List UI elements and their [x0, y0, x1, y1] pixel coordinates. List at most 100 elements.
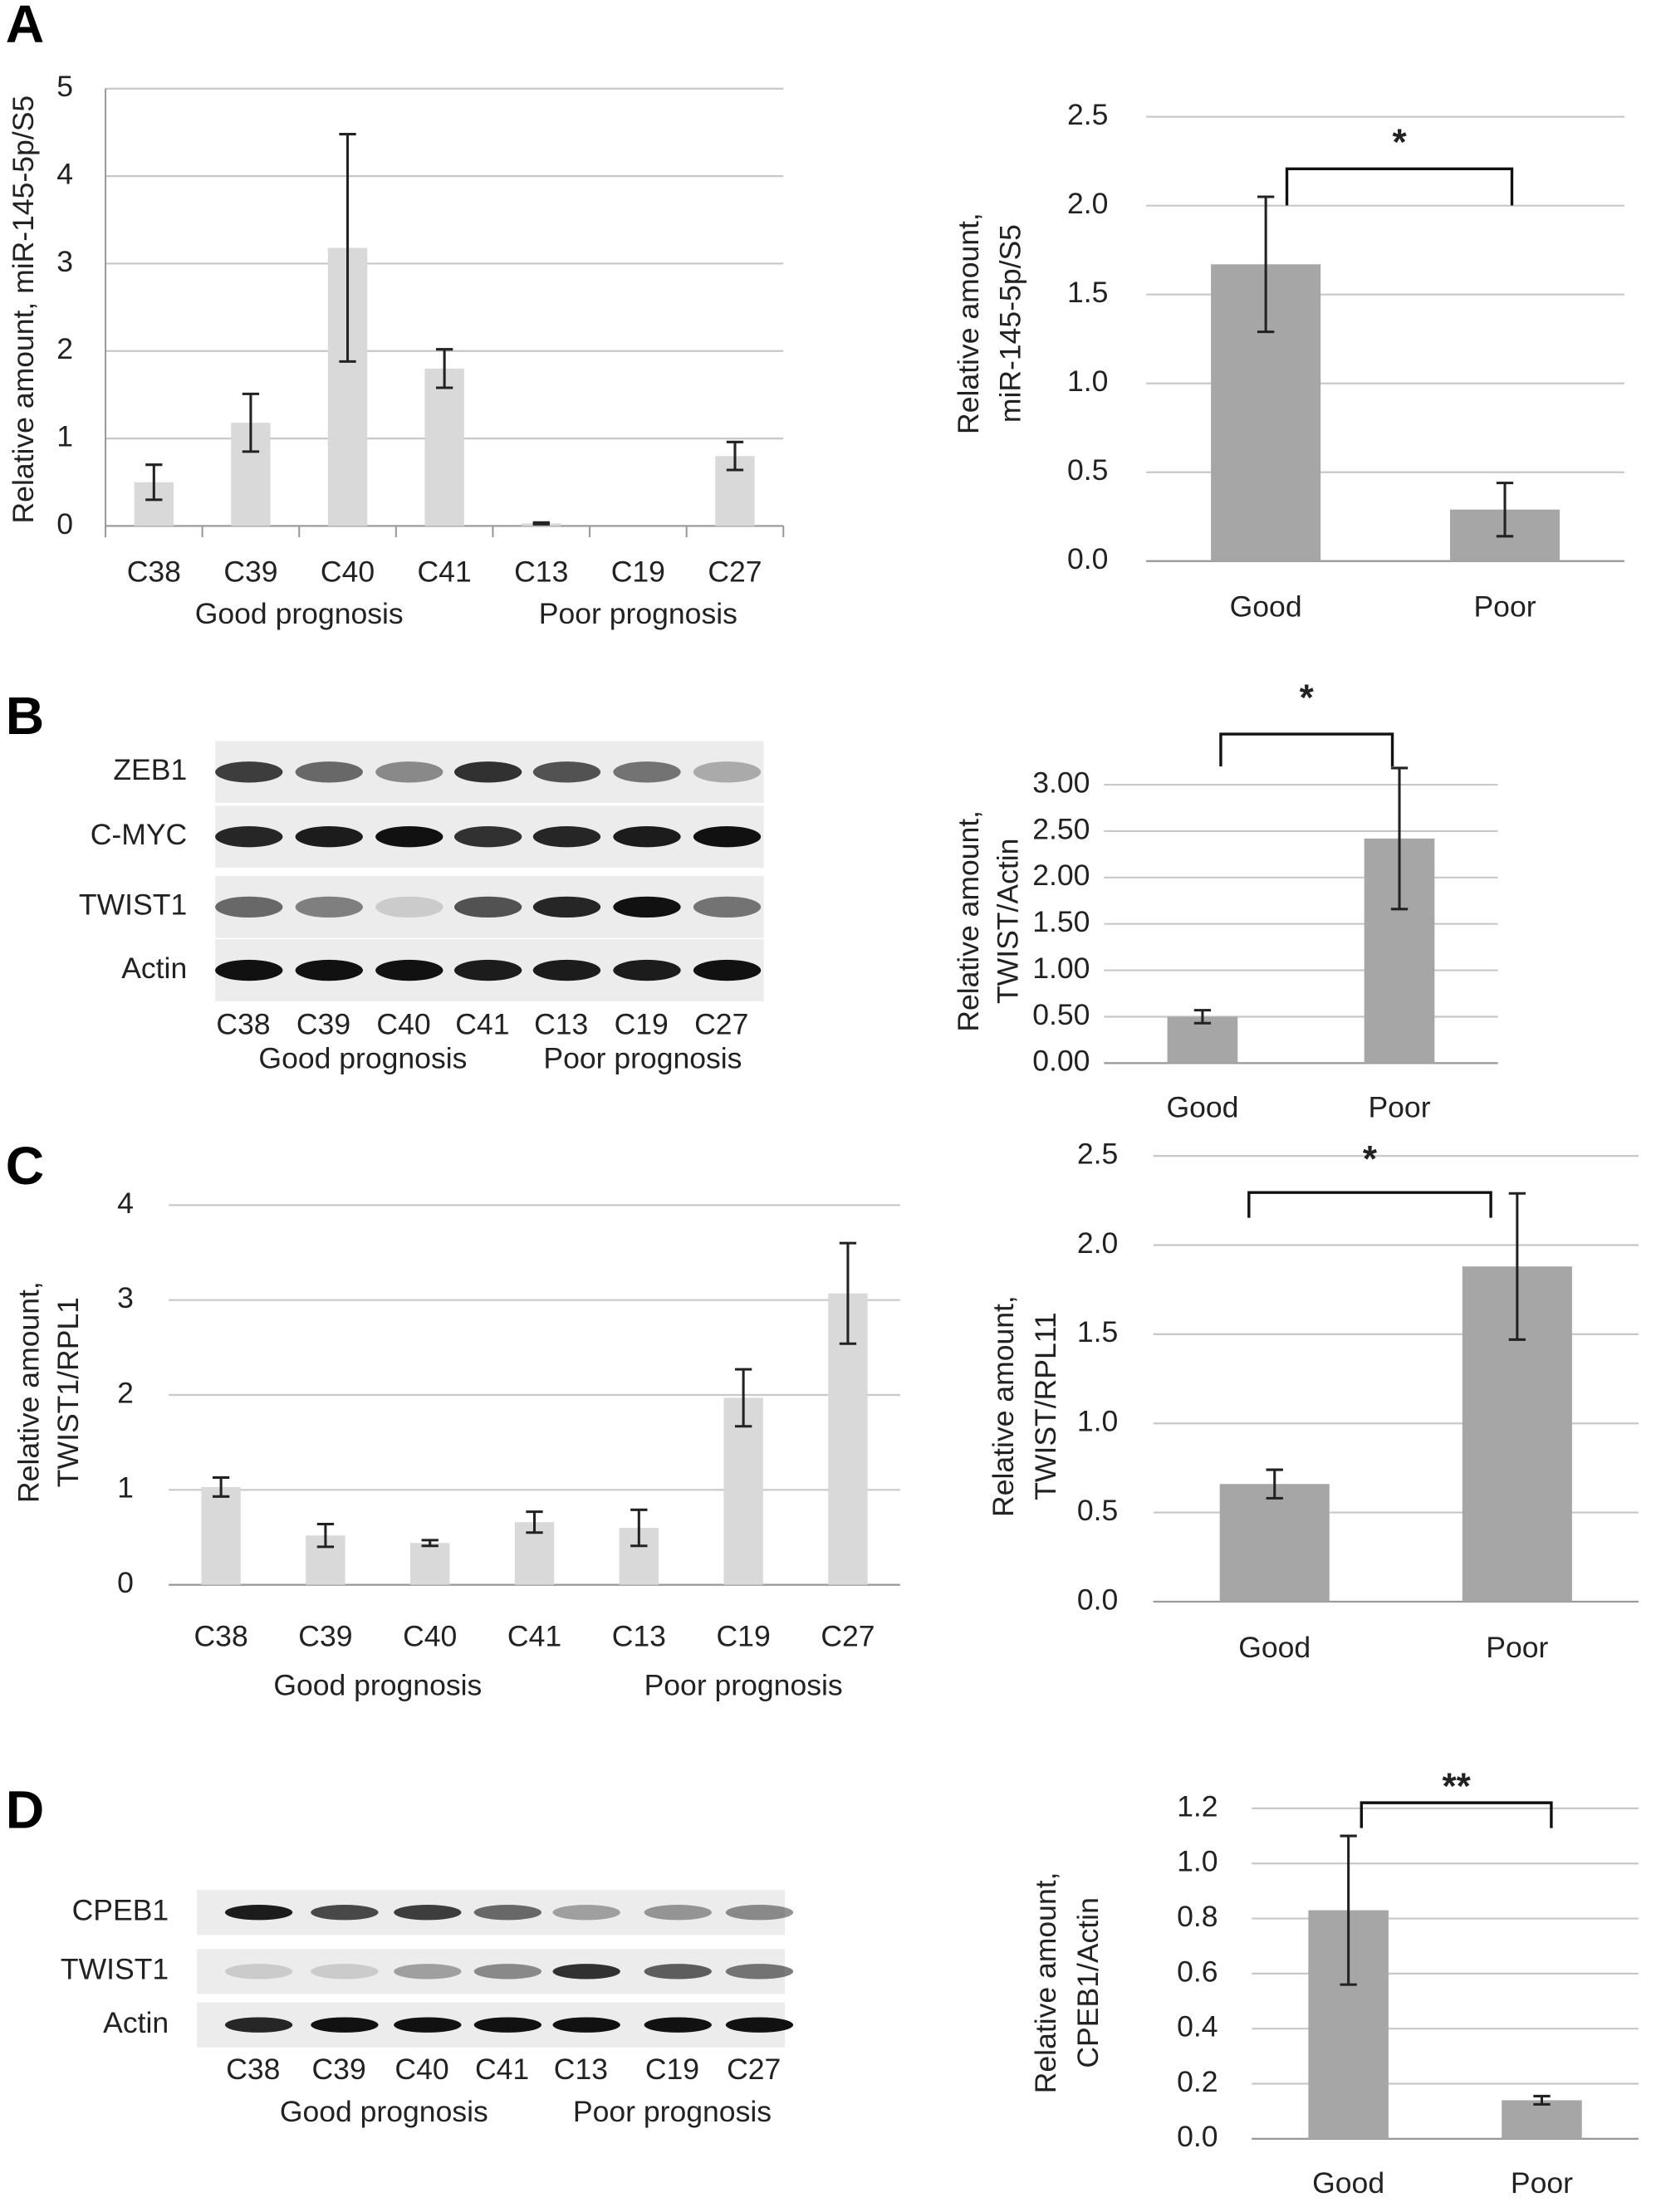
blot-band [215, 761, 283, 783]
y-tick-label: 1.5 [1067, 276, 1108, 309]
y-tick-label: 0.8 [1177, 1900, 1218, 1933]
error-bar [242, 392, 260, 453]
y-axis-label: Relative amount, [1029, 1872, 1062, 2094]
y-axis-label: Relative amount, [952, 810, 985, 1032]
y-axis-label: Relative amount, [952, 213, 985, 434]
lane-label: C38 [216, 1008, 270, 1041]
blot-band [473, 1964, 541, 1980]
y-tick-label: 3 [56, 245, 73, 278]
significance-label: * [1392, 122, 1407, 163]
panel-label: D [6, 1780, 44, 1840]
blot-band [311, 1904, 379, 1921]
significance-label: * [1363, 1139, 1378, 1180]
bar [424, 368, 464, 526]
y-tick-label: 2.50 [1032, 812, 1090, 845]
blot-band [224, 1904, 293, 1921]
error-bar [1257, 195, 1275, 334]
lane-label: C19 [615, 1008, 669, 1041]
bar [410, 1543, 450, 1585]
error-bar [1390, 766, 1409, 911]
error-bar [1340, 1834, 1357, 1986]
blot-band [532, 896, 601, 918]
blot-band [224, 1964, 293, 1980]
error-bar [734, 1368, 752, 1428]
blot-band [725, 1904, 794, 1921]
blot-band [613, 896, 681, 918]
x-tick-label: Poor [1511, 2166, 1573, 2200]
x-tick-label: C38 [127, 555, 181, 588]
blot-band [473, 2017, 541, 2033]
y-axis-label: Relative amount, miR-145-5p/S5 [7, 95, 40, 524]
blot-band [311, 1964, 379, 1980]
group-label: Poor prognosis [644, 1669, 843, 1702]
significance-bracket [1285, 167, 1514, 206]
blot-band [295, 761, 363, 783]
blot-row-label: C-MYC [91, 818, 188, 851]
error-bar [1496, 482, 1514, 538]
error-bar [1533, 2094, 1551, 2106]
error-bar [339, 133, 356, 363]
lane-label: C39 [296, 1008, 350, 1041]
blot-band [394, 1904, 462, 1921]
y-tick-label: 0.5 [1077, 1494, 1118, 1527]
blot-band [215, 826, 283, 848]
blot-band [311, 2017, 379, 2033]
y-tick-label: 1.0 [1177, 1845, 1218, 1878]
panel-label: A [6, 0, 44, 54]
error-bar [435, 348, 453, 389]
y-tick-label: 0.6 [1177, 1955, 1218, 1988]
blot-band [532, 761, 601, 783]
y-axis-label: Relative amount, [987, 1295, 1020, 1517]
bar [201, 1486, 241, 1585]
blot-band [394, 2017, 462, 2033]
blot-band [532, 826, 601, 848]
y-axis-label: Relative amount, [12, 1281, 46, 1503]
bar [723, 1397, 763, 1585]
y-axis-label: CPEB1/Actin [1071, 1897, 1105, 2068]
x-tick-label: Good [1312, 2166, 1384, 2200]
blot-band [532, 959, 601, 981]
y-tick-label: 1.50 [1032, 905, 1090, 938]
x-tick-label: Poor [1486, 1631, 1548, 1664]
error-bar [839, 1241, 857, 1345]
y-tick-label: 0.2 [1177, 2065, 1218, 2098]
error-bar [630, 1508, 648, 1548]
panel-label: C [6, 1136, 44, 1196]
error-bar [212, 1475, 230, 1498]
lane-label: C39 [312, 2053, 366, 2086]
blot-band [473, 1904, 541, 1921]
x-tick-label: C40 [403, 1619, 457, 1652]
blot-band [215, 896, 283, 918]
x-tick-label: Poor [1368, 1091, 1430, 1124]
blot-band [453, 959, 522, 981]
y-axis-label: TWIST/Actin [991, 839, 1024, 1004]
y-tick-label: 0.0 [1067, 542, 1108, 575]
y-tick-label: 0 [117, 1566, 134, 1599]
blot-band [394, 1964, 462, 1980]
blot-row-label: Actin [103, 2006, 169, 2039]
x-tick-label: C38 [194, 1619, 248, 1652]
lane-label: C41 [475, 2053, 529, 2086]
y-tick-label: 5 [56, 70, 73, 103]
x-tick-label: Good [1166, 1091, 1238, 1124]
error-bar [1508, 1192, 1526, 1341]
error-bar [532, 521, 550, 526]
lane-label: C38 [226, 2053, 280, 2086]
blot-band [693, 959, 762, 981]
blot-band [453, 826, 522, 848]
y-tick-label: 0.0 [1177, 2120, 1218, 2153]
y-tick-label: 2 [56, 332, 73, 365]
group-label: Poor prognosis [543, 1041, 742, 1074]
blot-band [693, 761, 762, 783]
blot-band [644, 1964, 712, 1980]
x-tick-label: C39 [298, 1619, 352, 1652]
y-tick-label: 1.2 [1177, 1789, 1218, 1823]
x-tick-label: Poor [1473, 590, 1536, 624]
blot-band [295, 896, 363, 918]
x-tick-label: C13 [612, 1619, 666, 1652]
group-label: Poor prognosis [539, 597, 737, 630]
y-tick-label: 0.00 [1032, 1045, 1090, 1078]
x-tick-label: C40 [321, 555, 375, 588]
y-tick-label: 2.00 [1032, 859, 1090, 892]
